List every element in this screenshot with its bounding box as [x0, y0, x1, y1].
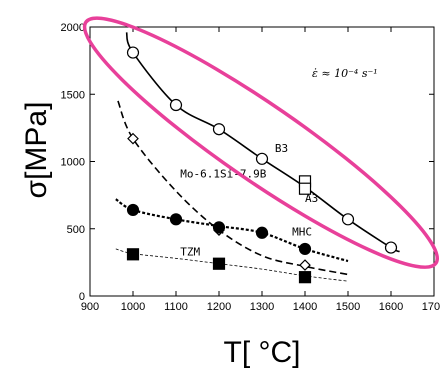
x-tick-label: 1100: [164, 301, 188, 313]
data-point: [169, 213, 183, 226]
data-point: [341, 213, 355, 226]
series-line: [117, 100, 349, 276]
data-point: [299, 259, 311, 271]
x-tick-label: 1200: [207, 301, 231, 313]
series-label: B3: [275, 142, 288, 155]
marker-layer: [126, 46, 398, 284]
data-point: [126, 46, 140, 59]
x-tick-label: 1400: [293, 301, 317, 313]
data-point: [255, 152, 269, 165]
y-tick-label: 2000: [61, 22, 85, 34]
data-point: [127, 132, 139, 145]
series-label: A3: [305, 192, 318, 205]
y-tick-label: 0: [79, 291, 85, 303]
x-axis-title: T[ °C]: [224, 336, 301, 369]
data-point: [212, 257, 226, 270]
series-line: [115, 198, 349, 263]
label-layer: B3 A3 Mo-6.1Si-7.9B MHC TZM: [180, 142, 318, 259]
y-tick-label: 500: [67, 224, 85, 236]
x-tick-label: 900: [81, 301, 99, 313]
data-point: [212, 221, 226, 234]
strain-rate-annotation: ε̇ ≈ 10⁻⁴ s⁻¹: [312, 67, 378, 80]
y-axis-title: σ[MPa]: [20, 102, 53, 199]
x-tick-label: 1000: [121, 301, 145, 313]
series-label: TZM: [180, 246, 200, 259]
data-point: [126, 203, 140, 217]
y-tick-label: 1500: [61, 89, 85, 101]
data-point: [298, 182, 312, 195]
data-point: [298, 242, 312, 256]
data-point: [298, 271, 312, 284]
data-point: [212, 123, 226, 136]
y-tick-label: 1000: [61, 157, 85, 169]
highlight-ellipse: [82, 16, 439, 269]
data-point: [384, 241, 398, 254]
x-tick-label: 1500: [336, 301, 360, 313]
data-point: [255, 226, 269, 239]
data-point: [126, 248, 140, 261]
series-line: [115, 248, 349, 282]
series-label: Mo-6.1Si-7.9B: [180, 168, 266, 181]
series-label: MHC: [292, 225, 312, 238]
data-point: [169, 98, 183, 112]
x-tick-label: 1300: [250, 301, 274, 313]
x-tick-label: 1600: [379, 301, 403, 313]
